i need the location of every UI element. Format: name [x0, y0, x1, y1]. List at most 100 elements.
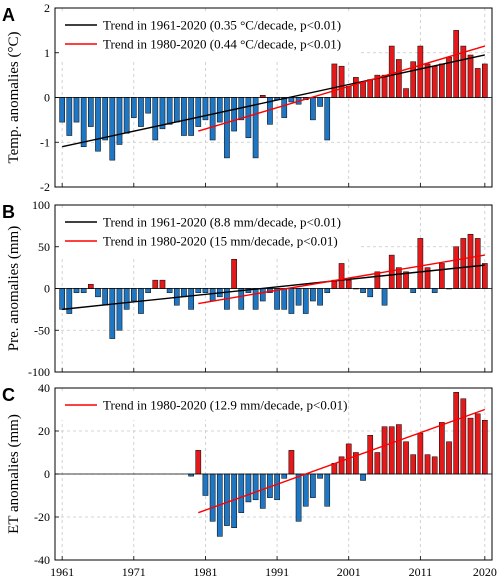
bar: [195, 450, 202, 475]
bar: [381, 74, 388, 98]
bar: [310, 473, 316, 498]
bar: [353, 77, 359, 98]
bar: [482, 63, 488, 98]
bar: [188, 288, 194, 310]
bar: [130, 288, 137, 302]
bar: [209, 288, 216, 302]
bar: [245, 97, 252, 139]
bar: [252, 473, 259, 501]
bar: [238, 288, 245, 310]
bar: [274, 473, 280, 501]
bar: [202, 288, 209, 293]
bar: [324, 288, 331, 293]
bar: [288, 288, 295, 314]
bar: [431, 65, 438, 98]
bar: [360, 473, 366, 481]
bar: [102, 97, 108, 141]
panel-label: C: [2, 385, 15, 405]
bar: [474, 68, 481, 98]
y-tick-label: 0: [44, 282, 50, 296]
bar: [424, 454, 431, 475]
bar: [288, 450, 295, 475]
bar: [188, 97, 194, 136]
bar: [381, 288, 388, 306]
bar: [338, 456, 345, 475]
bar: [259, 288, 266, 302]
bar: [439, 63, 445, 98]
legend: Trend in 1961-2020 (8.8 mm/decade, p<0.0…: [61, 210, 361, 256]
bar: [396, 424, 402, 475]
bar: [80, 97, 87, 147]
bar: [281, 288, 288, 310]
bar: [360, 288, 366, 293]
bar: [152, 279, 159, 289]
bar: [453, 30, 460, 98]
bar: [295, 288, 302, 306]
y-axis-label: Temp. anomalies (°C): [6, 31, 22, 163]
y-tick-label: -20: [34, 510, 50, 524]
y-tick-label: -1: [40, 135, 50, 149]
bar: [467, 417, 474, 475]
bar: [374, 452, 381, 475]
bar: [59, 288, 65, 310]
trend-line: [62, 264, 485, 311]
bar: [274, 288, 280, 310]
bar: [453, 392, 460, 475]
bar: [181, 288, 187, 298]
bar: [467, 54, 474, 98]
y-tick-label: 0: [44, 91, 50, 105]
bar: [338, 65, 345, 98]
bar: [345, 86, 352, 98]
y-tick-label: 50: [38, 240, 50, 254]
bar: [317, 473, 323, 479]
bar: [209, 473, 216, 522]
bar: [396, 267, 402, 289]
bar: [324, 473, 331, 507]
bar: [460, 398, 467, 475]
y-axis-label: Pre. anomalies (mm): [6, 226, 22, 351]
bar: [159, 279, 166, 289]
bar: [367, 288, 374, 298]
y-tick-label: -2: [40, 180, 50, 194]
y-tick-label: 20: [38, 424, 50, 438]
bar: [245, 473, 252, 503]
bar: [460, 45, 467, 98]
bar: [367, 79, 374, 98]
y-tick-label: -50: [34, 323, 50, 337]
bar: [403, 88, 409, 98]
bar: [310, 288, 316, 302]
bar: [474, 238, 481, 289]
bar: [288, 97, 295, 103]
bar: [66, 288, 73, 314]
bar: [202, 473, 209, 496]
bar: [87, 97, 94, 127]
bar: [123, 288, 130, 310]
trend-line: [198, 254, 485, 305]
x-tick-label: 2020: [473, 565, 497, 579]
bar: [66, 97, 73, 136]
y-tick-label: 100: [32, 198, 50, 212]
bar: [252, 97, 259, 159]
trend-line: [62, 54, 485, 148]
bar: [417, 238, 424, 289]
bar: [145, 97, 151, 114]
bar: [130, 97, 137, 118]
y-tick-label: 2: [44, 1, 50, 15]
bar: [403, 441, 409, 475]
x-tick-label: 1961: [50, 565, 74, 579]
bar: [317, 288, 323, 306]
x-tick-label: 1991: [265, 565, 289, 579]
x-tick-label: 2001: [337, 565, 361, 579]
trend-line: [198, 408, 486, 514]
bar: [259, 473, 266, 509]
x-tick-label: 2011: [409, 565, 433, 579]
bar: [145, 288, 151, 293]
bar: [95, 97, 101, 152]
bar: [431, 288, 438, 293]
bar: [467, 233, 474, 289]
y-axis-label: ET anomalies (mm): [6, 414, 22, 534]
y-tick-label: 1: [44, 46, 50, 60]
bar: [95, 288, 101, 298]
bar: [302, 473, 309, 507]
bar: [388, 426, 395, 475]
